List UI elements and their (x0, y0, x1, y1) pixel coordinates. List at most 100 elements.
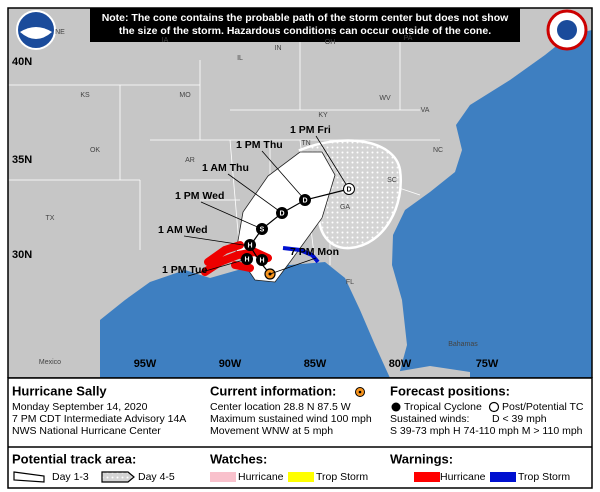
gulf-of-mexico (100, 262, 390, 378)
tc-label: Tropical Cyclone (404, 401, 482, 413)
place-label: VA (421, 107, 430, 114)
place-label: NE (55, 29, 65, 36)
warn-hurricane-swatch (414, 472, 440, 482)
leader-line (183, 235, 251, 247)
lon-label: 95W (134, 358, 157, 370)
post-label: Post/Potential TC (502, 401, 584, 413)
forecast-letter: D (279, 210, 284, 217)
nws-logo (546, 9, 588, 51)
watch-trop-label: Trop Storm (316, 471, 368, 483)
post-icon (488, 401, 500, 413)
forecast-letter: D (346, 186, 351, 193)
place-label: KY (318, 112, 328, 119)
time-label: 1 PM Fri (290, 124, 331, 136)
lon-label: 80W (389, 358, 412, 370)
winds-d: D < 39 mph (492, 413, 547, 425)
place-label: KS (80, 92, 90, 99)
watch-hurricane-label: Hurricane (238, 471, 284, 483)
place-label: IA (162, 37, 169, 44)
place-label: TX (46, 215, 55, 222)
current-line: Maximum sustained wind 100 mph (210, 413, 372, 425)
current-title: Current information: (210, 383, 336, 398)
storm-line: 7 PM CDT Intermediate Advisory 14A (12, 413, 186, 425)
warn-hurricane-label: Hurricane (440, 471, 486, 483)
time-label: 1 PM Tue (162, 264, 207, 276)
note-box (90, 8, 520, 42)
forecast-letter: H (247, 242, 252, 249)
lat-label: 40N (12, 56, 32, 68)
watch-hurricane-swatch (210, 472, 236, 482)
note-line: Note: The cone contains the probable pat… (102, 12, 509, 24)
tc-icon (391, 402, 401, 412)
place-label: MO (179, 92, 191, 99)
place-label: OH (325, 39, 336, 46)
cuba (395, 366, 470, 378)
noaa-logo (16, 10, 56, 50)
place-label: FL (346, 279, 354, 286)
current-line: Center location 28.8 N 87.5 W (210, 401, 351, 413)
place-label: IL (237, 55, 243, 62)
time-label: 1 PM Wed (175, 190, 224, 202)
day45-label: Day 4-5 (138, 471, 175, 483)
leader-line (269, 257, 317, 275)
forecast-letter: H (244, 256, 249, 263)
leader-line (187, 258, 248, 277)
forecast-point (343, 183, 355, 195)
hurricane-warning (201, 241, 272, 276)
watch-trop-swatch (288, 472, 314, 482)
place-label: PA (404, 35, 413, 42)
lat-label: 35N (12, 154, 32, 166)
place-label: IN (275, 45, 282, 52)
lon-label: 85W (304, 358, 327, 370)
forecast-letter: S (260, 226, 265, 233)
winds-label: Sustained winds: (390, 413, 469, 425)
time-label: 7 PM Mon (290, 246, 339, 258)
storm-line: Monday September 14, 2020 (12, 401, 148, 413)
current-icon-dot (358, 390, 362, 394)
forecast-point (276, 207, 288, 219)
place-label: AR (185, 157, 195, 164)
watches-title: Watches: (210, 451, 267, 466)
place-label: NC (433, 147, 443, 154)
forecast-letter: H (259, 257, 264, 264)
time-label: 1 AM Thu (202, 162, 249, 174)
storm-name: Hurricane Sally (12, 383, 107, 398)
note-line: the size of the storm. Hazardous conditi… (119, 25, 491, 37)
day13-icon (13, 471, 45, 483)
lat-label: 30N (12, 249, 32, 261)
leader-line (315, 135, 350, 190)
leader-line (227, 173, 283, 214)
place-label: Bahamas (448, 341, 478, 348)
warn-trop-swatch (490, 472, 516, 482)
time-label: 1 PM Thu (236, 139, 283, 151)
forecast-point (244, 239, 256, 251)
storm-line: NWS National Hurricane Center (12, 425, 161, 437)
time-label: 1 AM Wed (158, 224, 208, 236)
place-label: GA (340, 204, 350, 211)
warn-trop-label: Trop Storm (518, 471, 570, 483)
day45-icon (101, 471, 135, 483)
place-label: Mexico (39, 359, 61, 366)
track-title: Potential track area: (12, 451, 136, 466)
warnings-title: Warnings: (390, 451, 453, 466)
place-label: WV (379, 95, 391, 102)
winds-line: S 39-73 mph H 74-110 mph M > 110 mph (390, 425, 583, 437)
place-label: SC (387, 177, 397, 184)
leader-line (200, 201, 263, 230)
lon-label: 90W (219, 358, 242, 370)
forecast-title: Forecast positions: (390, 383, 510, 398)
leader-line (261, 150, 306, 201)
lon-label: 75W (476, 358, 499, 370)
place-label: TN (301, 140, 310, 147)
forecast-point (256, 223, 268, 235)
forecast-point (299, 194, 311, 206)
current-line: Movement WNW at 5 mph (210, 425, 333, 437)
forecast-letter: D (302, 197, 307, 204)
atlantic-ocean (392, 30, 592, 378)
day13-label: Day 1-3 (52, 471, 89, 483)
forecast-point (241, 253, 253, 265)
forecast-point (256, 254, 268, 266)
legend-frame (7, 377, 593, 489)
place-label: OK (90, 147, 100, 154)
